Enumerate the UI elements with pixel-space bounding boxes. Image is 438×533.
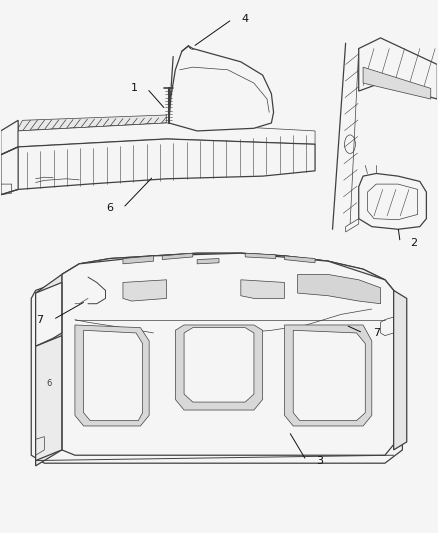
Polygon shape — [1, 120, 18, 155]
Polygon shape — [123, 280, 166, 301]
Polygon shape — [197, 259, 219, 264]
Polygon shape — [18, 123, 315, 147]
Polygon shape — [184, 328, 254, 402]
Text: 7: 7 — [36, 314, 43, 325]
Polygon shape — [169, 46, 274, 131]
Polygon shape — [162, 253, 193, 260]
Polygon shape — [245, 253, 276, 259]
Polygon shape — [123, 256, 153, 264]
Polygon shape — [1, 139, 315, 195]
Text: 4: 4 — [242, 14, 249, 25]
Polygon shape — [394, 290, 407, 450]
Polygon shape — [359, 173, 426, 229]
Polygon shape — [35, 274, 62, 466]
Polygon shape — [175, 325, 263, 410]
Polygon shape — [31, 253, 403, 463]
Polygon shape — [35, 336, 62, 461]
Polygon shape — [241, 280, 285, 298]
Polygon shape — [297, 274, 381, 304]
Text: 7: 7 — [373, 328, 380, 338]
Polygon shape — [62, 253, 394, 455]
Text: 6: 6 — [46, 379, 51, 388]
Polygon shape — [18, 123, 166, 147]
Text: 2: 2 — [410, 238, 417, 247]
Polygon shape — [359, 38, 437, 99]
Polygon shape — [75, 325, 149, 426]
Polygon shape — [363, 67, 431, 99]
Text: 6: 6 — [106, 203, 113, 213]
Polygon shape — [35, 282, 62, 346]
Polygon shape — [57, 253, 394, 298]
Polygon shape — [18, 115, 166, 131]
Text: 1: 1 — [131, 83, 138, 93]
Polygon shape — [293, 330, 365, 421]
Polygon shape — [84, 330, 143, 421]
Text: 3: 3 — [316, 456, 323, 465]
Polygon shape — [346, 219, 359, 232]
Polygon shape — [285, 256, 315, 263]
Polygon shape — [285, 325, 372, 426]
